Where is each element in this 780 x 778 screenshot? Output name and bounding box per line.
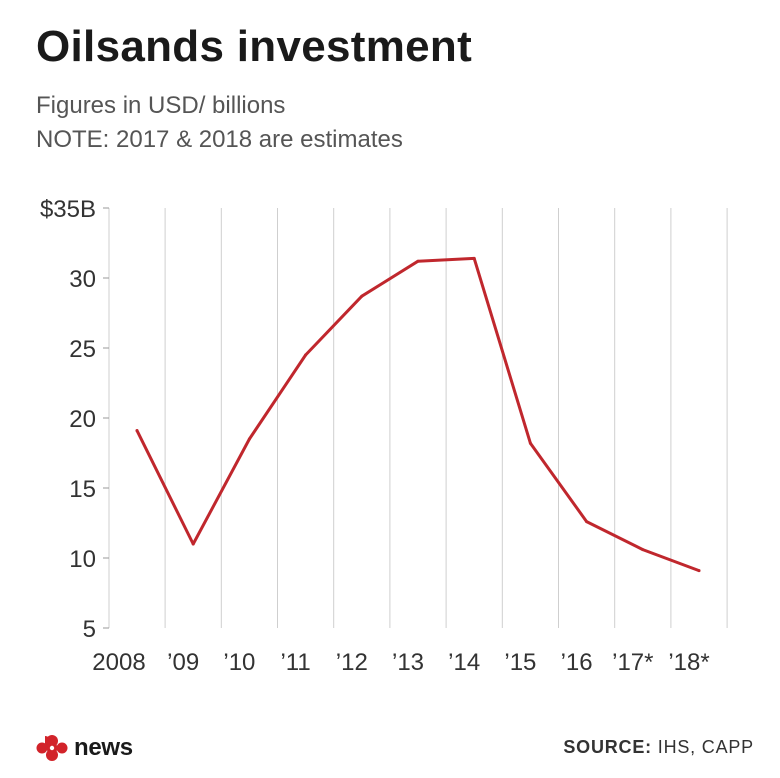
source-credit: SOURCE: IHS, CAPP — [563, 737, 754, 758]
x-tick-label: ’17* — [612, 649, 653, 676]
data-point — [135, 429, 139, 433]
chart-note: NOTE: 2017 & 2018 are estimates — [36, 126, 403, 153]
y-tick-label: 15 — [69, 476, 96, 503]
y-tick-label: 10 — [69, 546, 96, 573]
data-point — [472, 256, 476, 260]
source-label: SOURCE: — [563, 737, 652, 757]
data-point — [360, 294, 364, 298]
cbc-news-logo: news — [34, 733, 133, 763]
x-tick-label: 2008 — [92, 649, 145, 676]
data-point — [191, 542, 195, 546]
source-value: IHS, CAPP — [657, 737, 754, 757]
data-point — [585, 520, 589, 524]
data-point — [528, 441, 532, 445]
data-point — [416, 259, 420, 263]
x-tick-label: ’15 — [504, 649, 536, 676]
x-tick-label: ’14 — [448, 649, 480, 676]
line-chart: 5 10 15 20 25 30 $35B 2008 ’09 ’10 ’11 ’12 ’13 ’14 ’15… — [40, 196, 728, 676]
y-tick-label: 25 — [69, 336, 96, 363]
x-tick-label: ’13 — [392, 649, 424, 676]
x-tick-label: ’11 — [280, 649, 310, 676]
cbc-gem-icon — [36, 735, 68, 761]
y-tick-label: 5 — [83, 616, 96, 643]
chart-subtitle: Figures in USD/ billions — [36, 92, 286, 119]
x-tick-label: ’12 — [336, 649, 368, 676]
data-point — [697, 569, 701, 573]
y-tick-label: 20 — [69, 406, 96, 433]
x-tick-label: ’18* — [668, 649, 709, 676]
y-tick-label: $35B — [40, 196, 96, 223]
chart-title: Oilsands investment — [36, 22, 473, 71]
x-tick-label: ’09 — [167, 649, 199, 676]
brand-name: news — [74, 734, 133, 761]
data-point — [641, 548, 645, 552]
data-point — [304, 353, 308, 357]
x-tick-label: ’10 — [223, 649, 255, 676]
y-tick-label: 30 — [69, 266, 96, 293]
data-point — [247, 437, 251, 441]
x-tick-label: ’16 — [561, 649, 593, 676]
